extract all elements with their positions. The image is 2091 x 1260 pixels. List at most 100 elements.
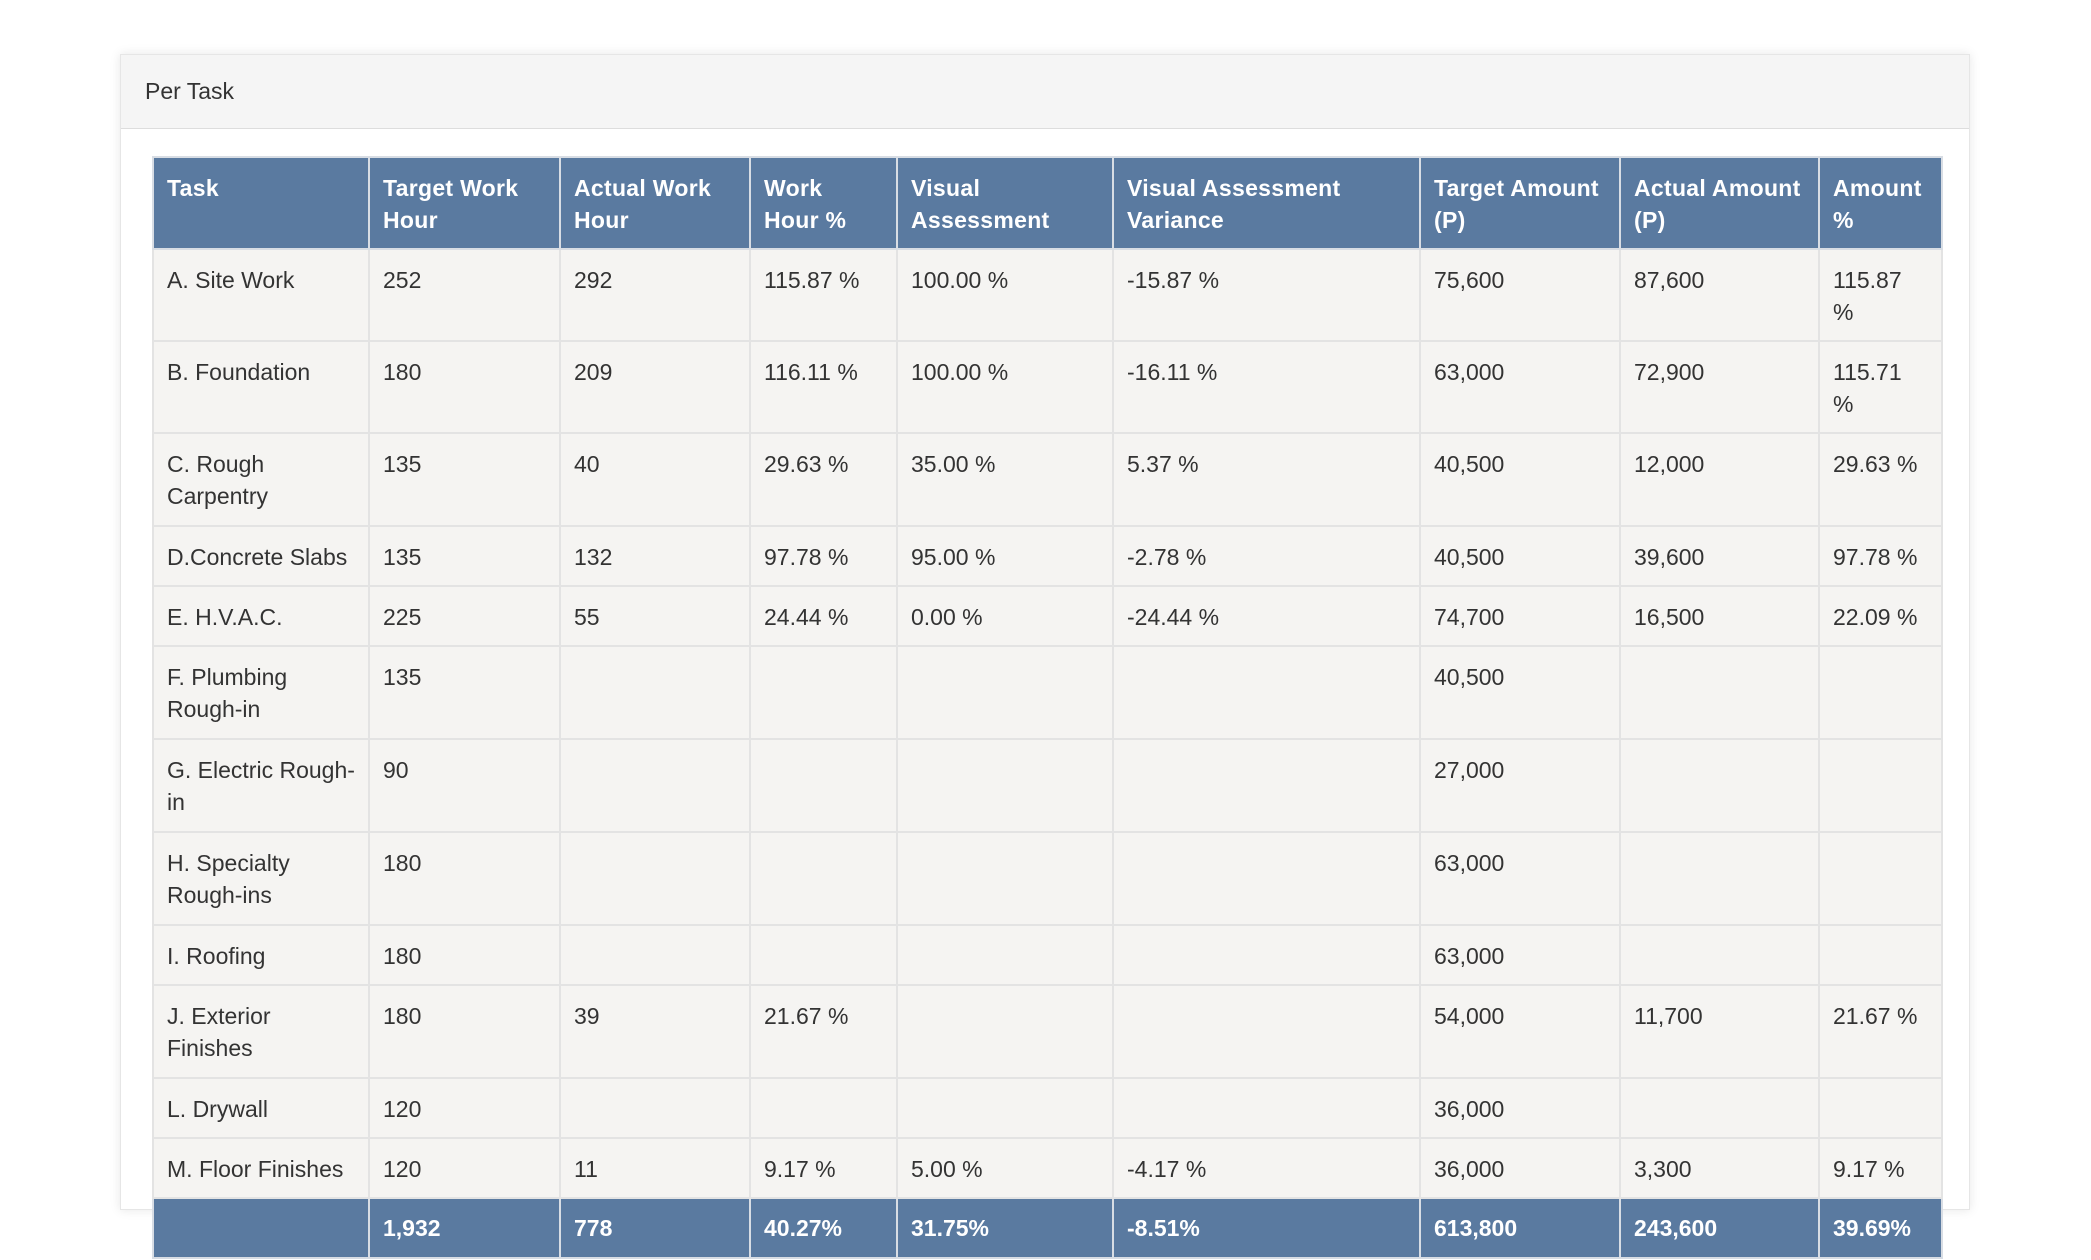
cell-actual-amount: 3,300 [1619,1137,1820,1199]
table-row: L. Drywall 120 36,000 [152,1077,1943,1139]
header-work-hour-percent[interactable]: Work Hour % [749,156,898,250]
header-visual-assessment[interactable]: Visual Assessment [896,156,1114,250]
cell-work-hour-percent: 9.17 % [749,1137,898,1199]
cell-target-amount: 36,000 [1419,1137,1621,1199]
cell-actual-amount: 39,600 [1619,525,1820,587]
cell-actual-work-hour: 55 [559,585,751,647]
cell-visual-assessment: 0.00 % [896,585,1114,647]
cell-work-hour-percent: 97.78 % [749,525,898,587]
cell-target-amount: 63,000 [1419,340,1621,434]
cell-actual-work-hour: 132 [559,525,751,587]
cell-visual-assessment-variance [1112,645,1421,740]
cell-visual-assessment-variance [1112,738,1421,833]
cell-target-work-hour: 180 [368,340,561,434]
cell-visual-assessment-variance [1112,924,1421,986]
cell-target-amount: 63,000 [1419,924,1621,986]
cell-target-work-hour: 180 [368,984,561,1079]
cell-target-amount: 40,500 [1419,432,1621,527]
cell-actual-work-hour [559,1077,751,1139]
table-row: H. Specialty Rough-ins 180 63,000 [152,831,1943,926]
cell-amount-percent: 29.63 % [1818,432,1943,527]
total-visual-assessment-variance: -8.51% [1112,1197,1421,1259]
table-body: A. Site Work 252 292 115.87 % 100.00 % -15.87… [152,248,1943,1199]
cell-work-hour-percent: 115.87 % [749,248,898,342]
cell-target-amount: 74,700 [1419,585,1621,647]
header-actual-amount[interactable]: Actual Amount (P) [1619,156,1820,250]
cell-target-amount: 27,000 [1419,738,1621,833]
cell-actual-amount: 11,700 [1619,984,1820,1079]
cell-task: F. Plumbing Rough-in [152,645,370,740]
cell-amount-percent: 9.17 % [1818,1137,1943,1199]
panel-title: Per Task [145,78,235,104]
cell-amount-percent [1818,645,1943,740]
cell-visual-assessment-variance [1112,1077,1421,1139]
cell-visual-assessment-variance: 5.37 % [1112,432,1421,527]
cell-work-hour-percent: 21.67 % [749,984,898,1079]
table-row: M. Floor Finishes 120 11 9.17 % 5.00 % -4.17 … [152,1137,1943,1199]
cell-target-work-hour: 90 [368,738,561,833]
header-task[interactable]: Task [152,156,370,250]
cell-task: C. Rough Carpentry [152,432,370,527]
cell-target-work-hour: 120 [368,1077,561,1139]
cell-target-amount: 75,600 [1419,248,1621,342]
cell-actual-work-hour: 209 [559,340,751,434]
cell-target-work-hour: 135 [368,432,561,527]
cell-actual-work-hour [559,738,751,833]
cell-task: G. Electric Rough-in [152,738,370,833]
cell-actual-amount [1619,645,1820,740]
header-amount-percent[interactable]: Amount % [1818,156,1943,250]
cell-actual-amount: 72,900 [1619,340,1820,434]
panel-heading: Per Task [121,55,1969,129]
cell-amount-percent: 21.67 % [1818,984,1943,1079]
table-row: G. Electric Rough-in 90 27,000 [152,738,1943,833]
cell-visual-assessment-variance [1112,831,1421,926]
cell-actual-amount: 16,500 [1619,585,1820,647]
cell-visual-assessment-variance [1112,984,1421,1079]
cell-amount-percent: 115.71 % [1818,340,1943,434]
cell-task: J. Exterior Finishes [152,984,370,1079]
table-row: C. Rough Carpentry 135 40 29.63 % 35.00 % 5.3… [152,432,1943,527]
cell-work-hour-percent [749,738,898,833]
table-row: F. Plumbing Rough-in 135 40,500 [152,645,1943,740]
per-task-table: Task Target Work Hour Actual Work Hour W… [152,156,1943,1259]
header-visual-assessment-variance[interactable]: Visual Assessment Variance [1112,156,1421,250]
header-actual-work-hour[interactable]: Actual Work Hour [559,156,751,250]
cell-target-amount: 40,500 [1419,645,1621,740]
cell-task: D.Concrete Slabs [152,525,370,587]
per-task-panel: Per Task Task Target Work Hour Actual Wo… [120,54,1970,1259]
cell-amount-percent: 115.87 % [1818,248,1943,342]
cell-work-hour-percent: 116.11 % [749,340,898,434]
cell-visual-assessment [896,645,1114,740]
table-row: A. Site Work 252 292 115.87 % 100.00 % -15.87… [152,248,1943,342]
cell-work-hour-percent [749,924,898,986]
cell-visual-assessment: 100.00 % [896,248,1114,342]
cell-visual-assessment [896,738,1114,833]
cell-actual-amount [1619,924,1820,986]
cell-amount-percent [1818,1077,1943,1139]
total-amount-percent: 39.69% [1818,1197,1943,1259]
cell-visual-assessment: 100.00 % [896,340,1114,434]
cell-visual-assessment [896,831,1114,926]
cell-visual-assessment [896,984,1114,1079]
cell-target-work-hour: 135 [368,525,561,587]
table-row: J. Exterior Finishes 180 39 21.67 % 54,000 11… [152,984,1943,1079]
cell-actual-amount [1619,738,1820,833]
header-target-amount[interactable]: Target Amount (P) [1419,156,1621,250]
table-row: I. Roofing 180 63,000 [152,924,1943,986]
cell-actual-work-hour [559,831,751,926]
total-task [152,1197,370,1259]
cell-task: I. Roofing [152,924,370,986]
cell-target-work-hour: 225 [368,585,561,647]
cell-visual-assessment: 35.00 % [896,432,1114,527]
cell-target-work-hour: 252 [368,248,561,342]
cell-target-work-hour: 180 [368,924,561,986]
total-actual-amount: 243,600 [1619,1197,1820,1259]
header-target-work-hour[interactable]: Target Work Hour [368,156,561,250]
cell-actual-work-hour [559,645,751,740]
cell-task: A. Site Work [152,248,370,342]
cell-visual-assessment-variance: -2.78 % [1112,525,1421,587]
cell-visual-assessment [896,924,1114,986]
cell-work-hour-percent: 29.63 % [749,432,898,527]
cell-amount-percent [1818,924,1943,986]
cell-actual-work-hour: 292 [559,248,751,342]
